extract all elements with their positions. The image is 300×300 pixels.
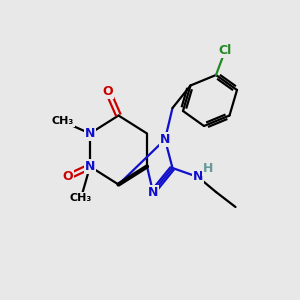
- Text: O: O: [62, 170, 73, 184]
- Text: N: N: [85, 127, 95, 140]
- Text: CH₃: CH₃: [70, 193, 92, 203]
- Text: N: N: [148, 185, 158, 199]
- Text: O: O: [103, 85, 113, 98]
- Text: N: N: [85, 160, 95, 173]
- Text: H: H: [203, 161, 214, 175]
- Text: N: N: [193, 170, 203, 184]
- Text: Cl: Cl: [218, 44, 232, 58]
- Text: CH₃: CH₃: [52, 116, 74, 127]
- Text: N: N: [160, 133, 170, 146]
